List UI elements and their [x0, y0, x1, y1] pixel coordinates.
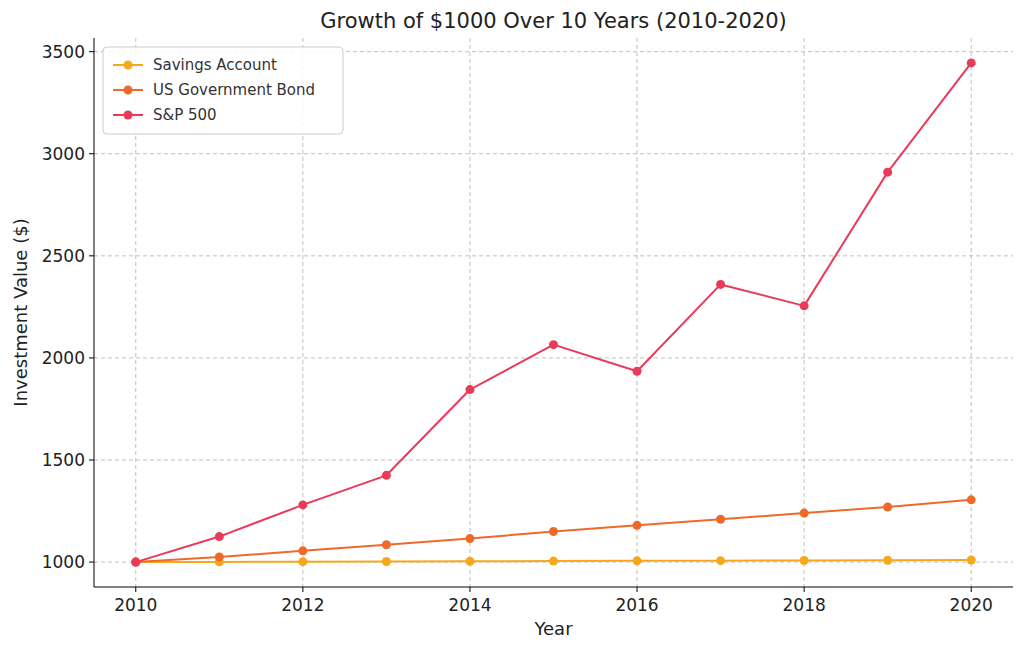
- chart-title: Growth of $1000 Over 10 Years (2010-2020…: [320, 9, 787, 33]
- x-tick-label: 2016: [615, 595, 658, 615]
- series-marker: [716, 280, 725, 289]
- series-marker: [131, 558, 140, 567]
- series-marker: [382, 471, 391, 480]
- series-marker: [967, 495, 976, 504]
- axes: 1000 1500 2000 2500 3000 3500 2010 2012 2014 2016…: [42, 38, 1013, 615]
- background: [0, 0, 1024, 650]
- legend-label: US Government Bond: [153, 81, 315, 99]
- legend: Savings Account US Government Bond S&P 500: [103, 47, 343, 134]
- series-marker: [800, 301, 809, 310]
- x-tick: [135, 587, 136, 592]
- x-tick: [302, 587, 303, 592]
- y-tick: [89, 255, 94, 256]
- plot-data: [131, 58, 975, 566]
- grid: [94, 38, 1013, 587]
- series-line: [136, 500, 971, 562]
- series-marker: [800, 509, 809, 518]
- x-tick-label: 2012: [281, 595, 324, 615]
- y-tick-label: 1000: [42, 552, 85, 572]
- x-tick-label: 2010: [114, 595, 157, 615]
- x-axis-label: Year: [533, 618, 573, 639]
- series-marker: [883, 168, 892, 177]
- series-marker: [465, 534, 474, 543]
- series-marker: [633, 367, 642, 376]
- series-marker: [800, 556, 809, 565]
- series-marker: [716, 515, 725, 524]
- y-grid-line: [94, 460, 1013, 461]
- x-tick-label: 2018: [783, 595, 826, 615]
- chart-svg: 1000 1500 2000 2500 3000 3500 2010 2012 2014 2016…: [0, 0, 1024, 650]
- y-tick-label: 2500: [42, 246, 85, 266]
- y-grid-line: [94, 357, 1013, 358]
- x-tick: [469, 587, 470, 592]
- series-marker: [215, 552, 224, 561]
- y-axis-label: Investment Value ($): [10, 218, 31, 406]
- series-marker: [382, 540, 391, 549]
- y-tick-label: 2000: [42, 348, 85, 368]
- x-tick-label: 2014: [448, 595, 491, 615]
- legend-marker: [124, 111, 133, 120]
- legend-label: Savings Account: [153, 56, 277, 74]
- x-grid-line: [804, 38, 805, 587]
- series-marker: [633, 521, 642, 530]
- chart-container: 1000 1500 2000 2500 3000 3500 2010 2012 2014 2016…: [0, 0, 1024, 650]
- legend-marker: [124, 61, 133, 70]
- x-grid-line: [971, 38, 972, 587]
- y-tick-label: 3000: [42, 144, 85, 164]
- y-tick: [89, 460, 94, 461]
- series-marker: [967, 58, 976, 67]
- legend-box: [103, 47, 343, 134]
- x-tick: [637, 587, 638, 592]
- series-marker: [465, 385, 474, 394]
- y-tick-label: 1500: [42, 450, 85, 470]
- series-marker: [883, 502, 892, 511]
- series-marker: [131, 558, 140, 567]
- x-grid-line: [637, 38, 638, 587]
- y-axis-line: [94, 38, 95, 587]
- series-marker: [633, 556, 642, 565]
- y-tick: [89, 562, 94, 563]
- y-tick: [89, 357, 94, 358]
- series-marker: [967, 556, 976, 565]
- series-marker: [298, 557, 307, 566]
- x-axis-line: [94, 587, 1013, 588]
- x-tick-label: 2020: [950, 595, 993, 615]
- x-tick: [804, 587, 805, 592]
- legend-marker: [124, 86, 133, 95]
- y-grid-line: [94, 255, 1013, 256]
- series-marker: [716, 556, 725, 565]
- y-tick: [89, 153, 94, 154]
- series-marker: [465, 557, 474, 566]
- legend-label: S&P 500: [153, 106, 217, 124]
- series-marker: [549, 527, 558, 536]
- series-marker: [549, 340, 558, 349]
- series-marker: [131, 558, 140, 567]
- x-grid-line: [469, 38, 470, 587]
- series-marker: [215, 532, 224, 541]
- series-marker: [549, 557, 558, 566]
- y-grid-line: [94, 153, 1013, 154]
- series-marker: [382, 557, 391, 566]
- y-tick: [89, 51, 94, 52]
- series-marker: [298, 500, 307, 509]
- x-tick: [971, 587, 972, 592]
- series-marker: [298, 546, 307, 555]
- series-marker: [883, 556, 892, 565]
- y-tick-label: 3500: [42, 42, 85, 62]
- series-line: [136, 63, 971, 562]
